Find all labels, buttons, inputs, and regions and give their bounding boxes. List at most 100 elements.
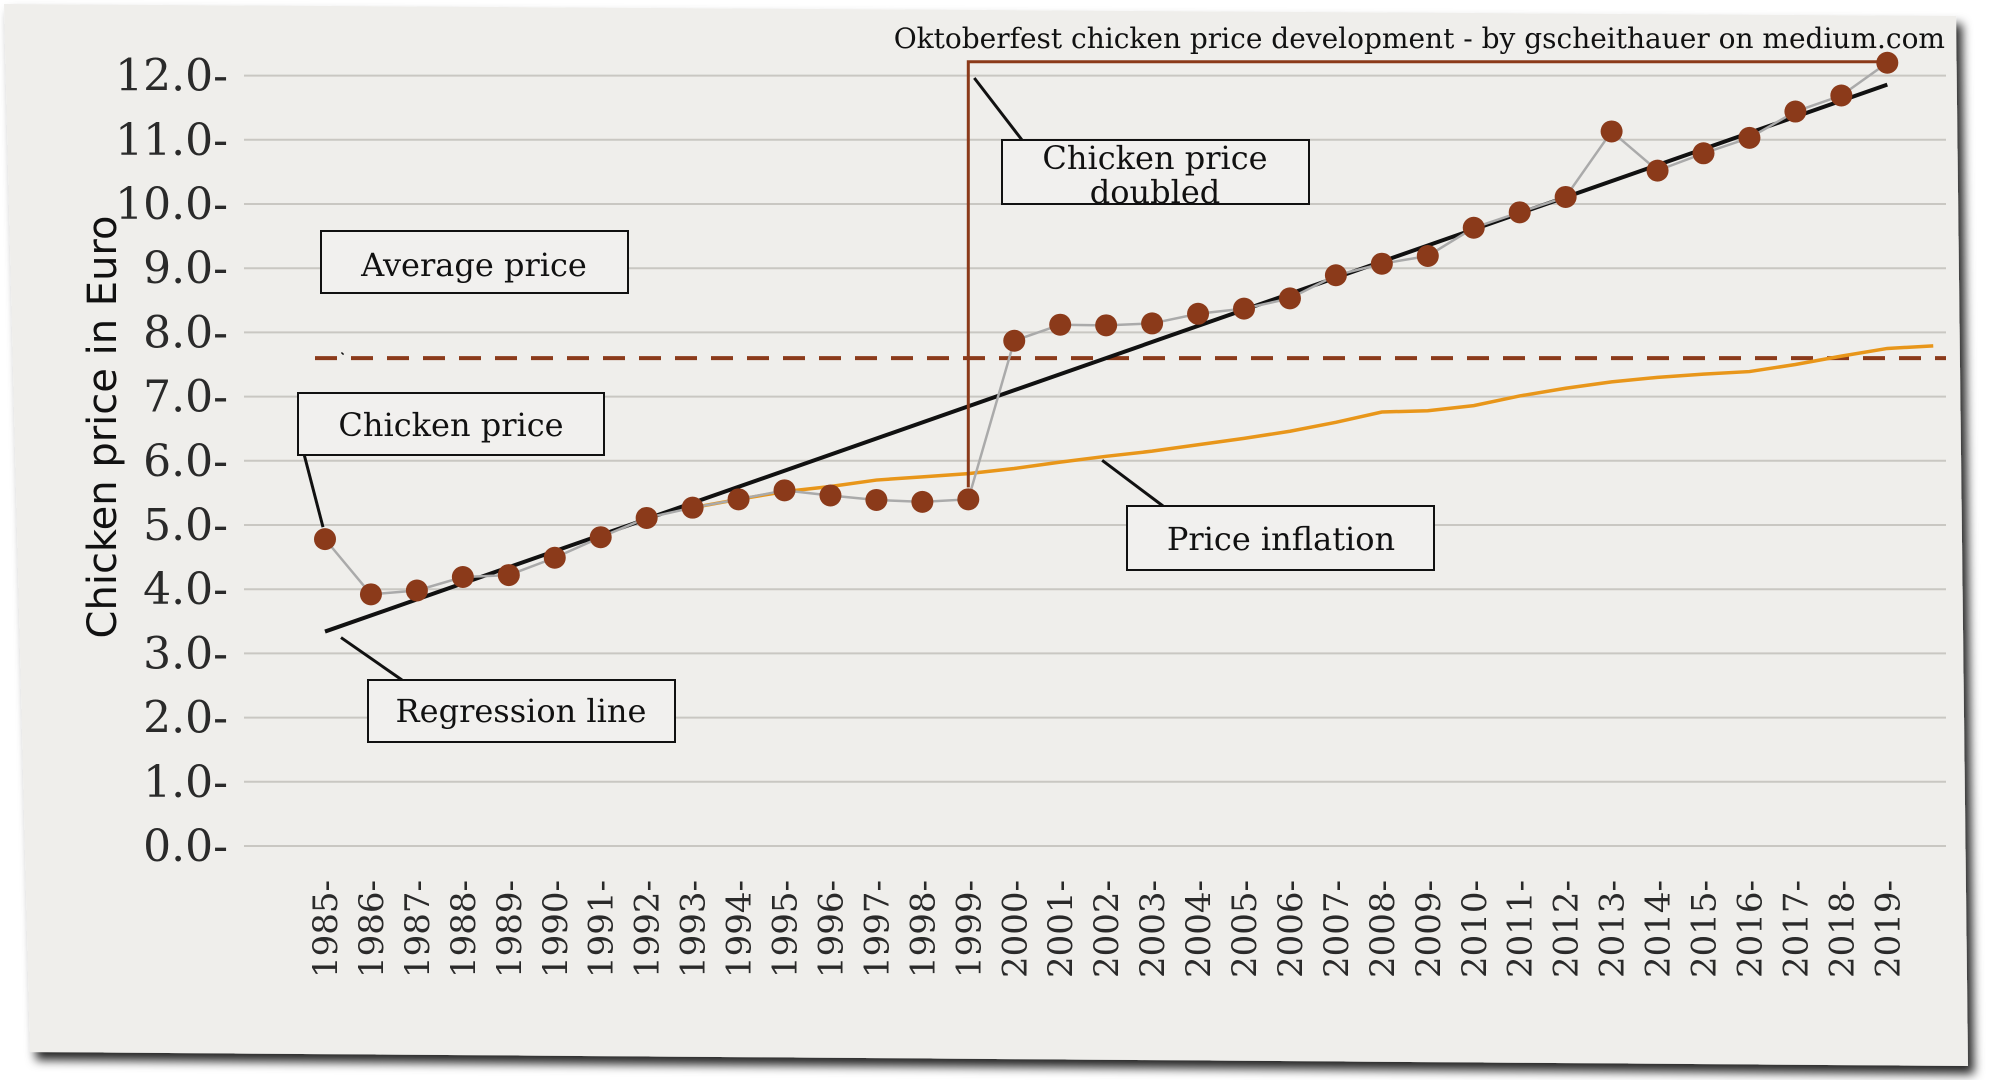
x-tick-label: 1995- (766, 880, 806, 978)
chicken-price-point (1233, 297, 1255, 320)
x-tick-label: 2006- (1271, 880, 1311, 978)
y-tick-label: 7.0- (143, 372, 228, 423)
x-tick-label: 2012- (1547, 880, 1587, 978)
chicken-price-point (1049, 313, 1072, 336)
chicken-price-label: Chicken price (338, 406, 563, 444)
x-tick-label: 2005- (1225, 880, 1265, 978)
x-tick-label: 1989- (490, 880, 530, 978)
chicken-price-point (1141, 312, 1164, 335)
regression-line-label: Regression line (396, 692, 647, 730)
price-inflation-leader (1101, 459, 1164, 508)
y-tick-label: 3.0- (143, 628, 228, 679)
price-inflation-label: Price inflation (1167, 520, 1395, 558)
y-tick-label: 2.0- (143, 693, 228, 744)
chart-title: Oktoberfest chicken price development - … (894, 22, 1945, 55)
series-layer (314, 51, 1934, 634)
x-tick-label: 1993- (674, 880, 714, 978)
chicken-price-point (1324, 264, 1347, 287)
chicken-price-point (635, 506, 658, 529)
chicken-price-point (1003, 329, 1026, 352)
price-inflation-line (692, 344, 1934, 510)
price-inflation-box (1126, 505, 1435, 571)
average-price-label: Average price (360, 246, 587, 284)
x-tick-label: 2018- (1822, 880, 1862, 978)
x-tick-label: 2010- (1455, 880, 1495, 978)
x-tick-label: 1991- (582, 880, 622, 978)
y-tick-label: 10.0- (115, 179, 228, 230)
x-tick-label: 1992- (628, 880, 668, 978)
x-tick-label: 1998- (903, 880, 943, 978)
x-tick-label: 1996- (811, 880, 851, 978)
x-tick-label: 2014- (1639, 880, 1679, 978)
x-tick-label: 2016- (1730, 880, 1770, 978)
chicken-price-point (1600, 120, 1623, 143)
doubled-label: Chicken price doubled (1042, 139, 1267, 211)
axis-layer: 0.0- 1.0- 2.0- 3.0- 4.0- 5.0- 6.0- 7.0- 8.0- 9.0-… (115, 51, 1908, 978)
grid-layer (244, 74, 1946, 847)
chicken-price-point (1646, 159, 1669, 182)
x-tick-label: 2003- (1133, 880, 1173, 978)
x-tick-label: 2011- (1501, 880, 1541, 978)
x-tick-label: 2008- (1363, 880, 1403, 978)
y-tick-label: 11.0- (115, 115, 228, 166)
chicken-price-point (1416, 245, 1439, 268)
chicken-price-point (1692, 142, 1715, 165)
x-tick-label: 2007- (1317, 880, 1357, 978)
x-tick-label: 2002- (1087, 880, 1127, 978)
x-tick-label: 2000- (995, 880, 1035, 978)
x-tick-label: 2019- (1868, 880, 1908, 978)
x-tick-label: 1987- (398, 880, 438, 978)
y-tick-label: 9.0- (143, 243, 228, 294)
doubled-leader (973, 77, 1024, 141)
x-tick-label: 1986- (352, 880, 392, 978)
chicken-price-point (911, 490, 934, 513)
doubled-bracket (966, 60, 1888, 488)
chicken-price-point (1738, 126, 1761, 149)
chicken-price-point (727, 488, 750, 511)
chicken-price-point (681, 496, 704, 519)
annotation-layer: Average price Chicken price Regression lin… (297, 60, 1888, 743)
chicken-price-point (314, 528, 336, 551)
x-tick-label: 1990- (536, 880, 576, 978)
chicken-price-point (451, 566, 474, 589)
x-tick-label: 2001- (1041, 880, 1081, 978)
regression-line (324, 82, 1888, 634)
chicken-price-point (1095, 314, 1118, 337)
average-price-leader (340, 351, 345, 356)
y-tick-label: 5.0- (143, 500, 228, 551)
chicken-price-point (1370, 252, 1393, 275)
regression-line-box (367, 679, 676, 743)
chicken-price-point (773, 479, 796, 502)
chicken-price-point (497, 564, 520, 587)
chicken-price-point (589, 526, 612, 549)
x-tick-label: 2017- (1776, 880, 1816, 978)
x-tick-label: 1997- (857, 880, 897, 978)
chicken-price-point (819, 484, 842, 507)
x-tick-label: 1988- (444, 880, 484, 978)
chicken-price-point (1784, 100, 1807, 123)
x-tick-label: 2004- (1179, 880, 1219, 978)
chicken-price-point (1278, 287, 1301, 310)
y-axis-label: Chicken price in Euro (80, 216, 126, 639)
chicken-price-point (1830, 84, 1853, 107)
average-price-box (320, 230, 629, 294)
y-tick-label: 8.0- (143, 307, 228, 358)
chicken-price-point (1187, 302, 1210, 325)
chicken-price-leader (302, 453, 325, 528)
y-tick-label: 1.0- (143, 757, 228, 808)
chicken-price-point (865, 488, 888, 511)
chicken-price-point (405, 579, 428, 602)
chicken-price-point (1462, 216, 1485, 239)
regression-line-leader (340, 636, 403, 682)
x-tick-label: 1994- (720, 880, 760, 978)
chicken-price-point (957, 488, 980, 511)
x-tick-label: 2009- (1409, 880, 1449, 978)
chicken-price-point (543, 546, 566, 569)
y-tick-label: 0.0- (143, 821, 228, 872)
doubled-box (1001, 139, 1310, 205)
x-tick-label: 2015- (1685, 880, 1725, 978)
chicken-price-point (1508, 201, 1531, 224)
chicken-price-point (359, 583, 382, 606)
